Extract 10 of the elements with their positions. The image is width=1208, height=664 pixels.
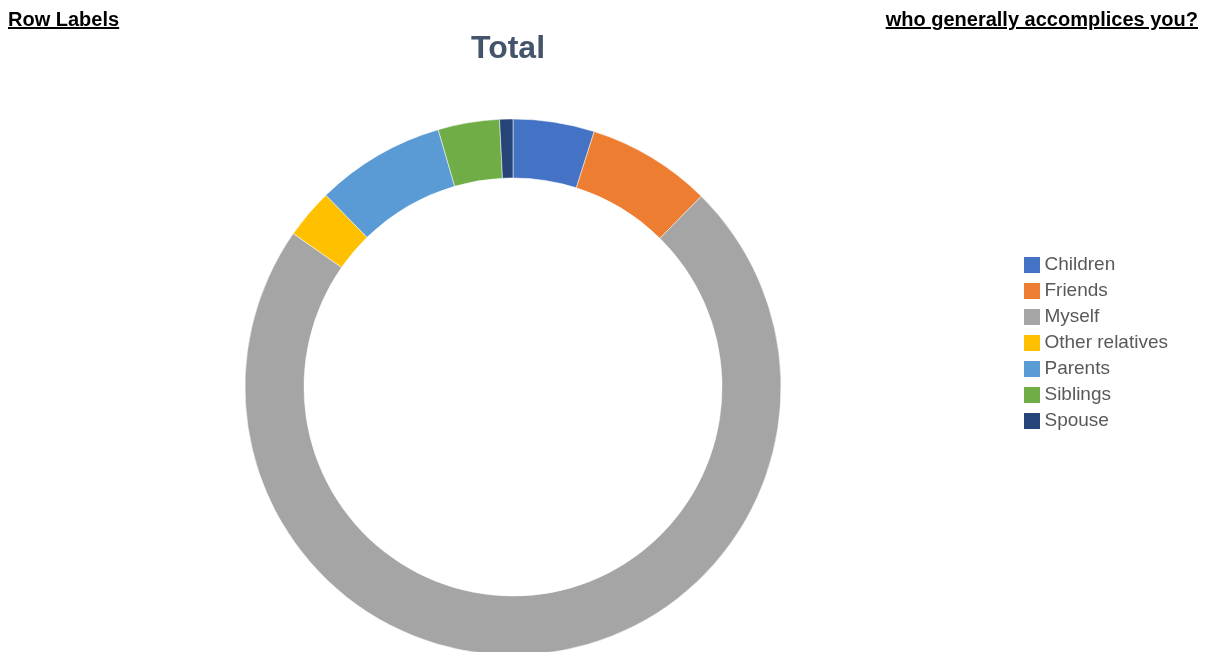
legend-label: Siblings	[1044, 383, 1111, 404]
legend-label: Friends	[1044, 279, 1108, 300]
chart-title: Total	[470, 29, 546, 65]
text: Row Labels	[8, 8, 120, 32]
text: who generally accomplices you?	[885, 8, 1198, 32]
legend-label: Children	[1044, 253, 1116, 274]
legend-label: Spouse	[1044, 409, 1109, 430]
legend-label: Other relatives	[1044, 331, 1168, 352]
legend-label: Myself	[1044, 305, 1100, 326]
legend-label: Parents	[1044, 357, 1110, 378]
